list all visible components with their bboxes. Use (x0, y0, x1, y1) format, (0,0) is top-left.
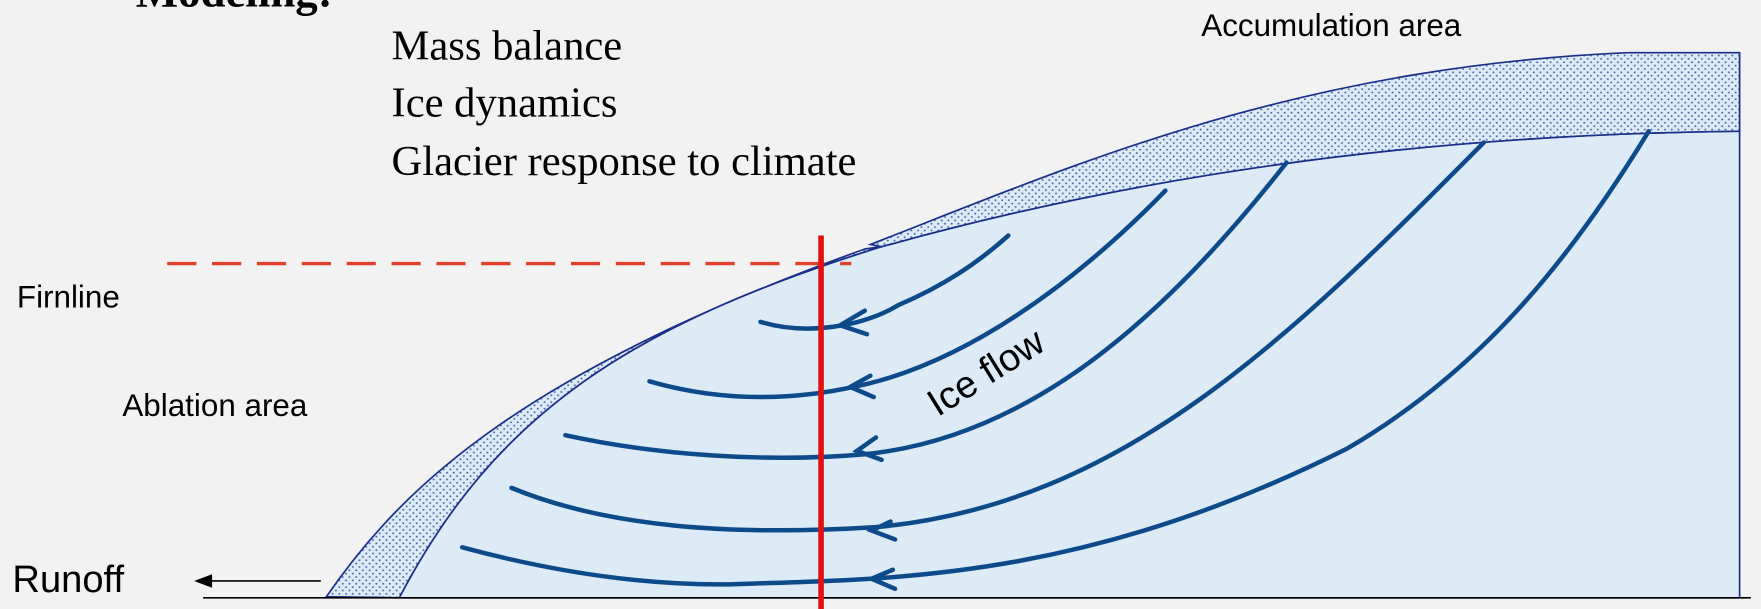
page: {"header": {"title": "Modeling:"}, "topi… (0, 0, 1761, 609)
accumulation-label: Accumulation area (1201, 8, 1462, 43)
runoff-label: Runoff (12, 558, 124, 601)
topic: Mass balance (392, 22, 623, 69)
topic: Glacier response to climate (392, 138, 857, 185)
ablation-label: Ablation area (122, 388, 308, 423)
diagram: Modeling: Mass balance Ice dynamics Glac… (0, 0, 1761, 609)
topic: Ice dynamics (392, 80, 618, 127)
firnline-label: Firnline (17, 279, 120, 314)
title: Modeling: (136, 0, 333, 17)
